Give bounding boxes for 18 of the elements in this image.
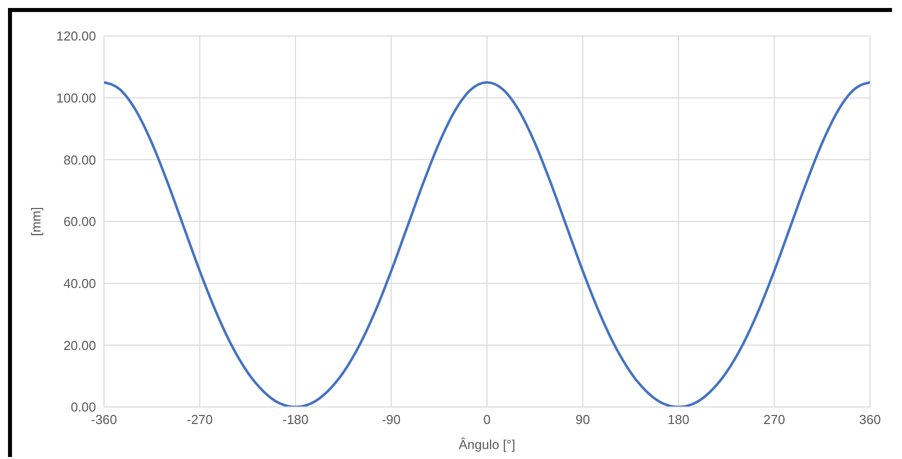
y-axis-title: [mm] xyxy=(28,207,44,236)
x-tick-label: 180 xyxy=(668,412,690,428)
y-tick-label: 80.00 xyxy=(63,152,96,168)
x-tick-label: 90 xyxy=(576,412,590,428)
y-tick-label: 100.00 xyxy=(56,90,96,106)
y-tick-label: 20.00 xyxy=(63,338,96,353)
x-tick-label: -360 xyxy=(90,412,118,428)
x-axis-title: Ângulo [°] xyxy=(458,437,516,452)
y-tick-label: 40.00 xyxy=(63,276,96,291)
x-tick-label: -90 xyxy=(382,412,401,428)
x-tick-label: 360 xyxy=(859,412,881,428)
y-tick-label: 60.00 xyxy=(63,214,96,230)
y-tick-label: 120.00 xyxy=(56,28,96,44)
y-tick-label: 0.00 xyxy=(70,400,96,415)
x-tick-label: -270 xyxy=(186,412,213,428)
x-tick-label: 0 xyxy=(483,412,491,428)
x-tick-label: -180 xyxy=(282,412,309,428)
x-tick-label: 270 xyxy=(763,412,786,428)
